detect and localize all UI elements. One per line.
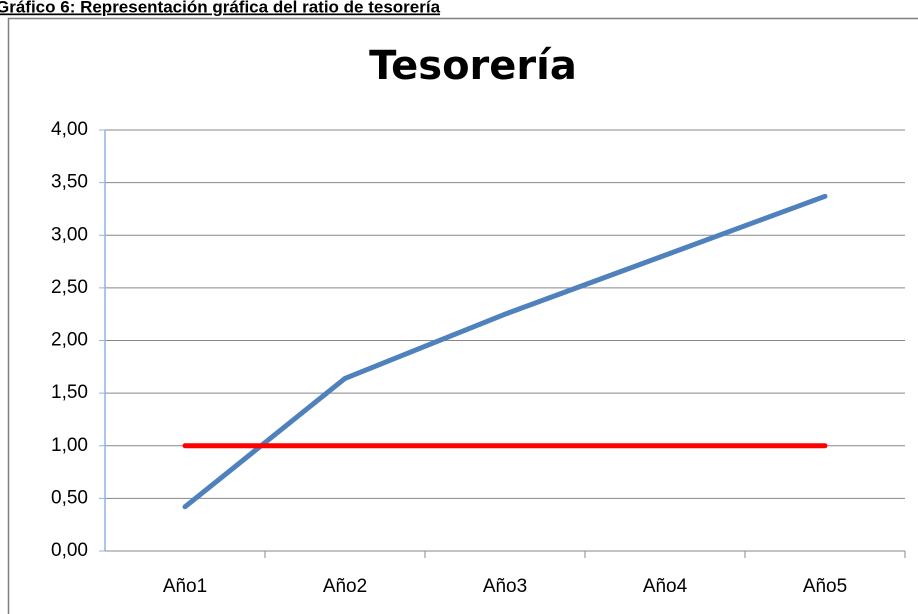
x-tick-label: Año3 xyxy=(483,576,527,597)
y-tick-label: 1,00 xyxy=(51,435,88,456)
y-tick-label: 3,00 xyxy=(51,224,88,245)
x-tick-label: Año1 xyxy=(163,576,207,597)
y-tick-label: 2,50 xyxy=(51,277,88,298)
y-tick-label: 2,00 xyxy=(51,330,88,351)
y-tick-label: 4,00 xyxy=(51,119,88,140)
y-tick-label: 3,50 xyxy=(51,172,88,193)
series-line xyxy=(182,193,828,510)
y-tick-label: 0,50 xyxy=(51,487,88,508)
caption: Gráfico 6: Representación gráfica del ra… xyxy=(0,0,441,16)
x-tick-label: Año4 xyxy=(643,576,688,597)
x-tick-label: Año2 xyxy=(323,576,367,597)
y-tick-label: 1,50 xyxy=(51,382,88,403)
chart-title: Tesorería xyxy=(369,43,577,89)
y-tick-label: 0,00 xyxy=(51,540,88,561)
x-tick-label: Año5 xyxy=(803,576,847,597)
chart-frame xyxy=(7,17,918,614)
